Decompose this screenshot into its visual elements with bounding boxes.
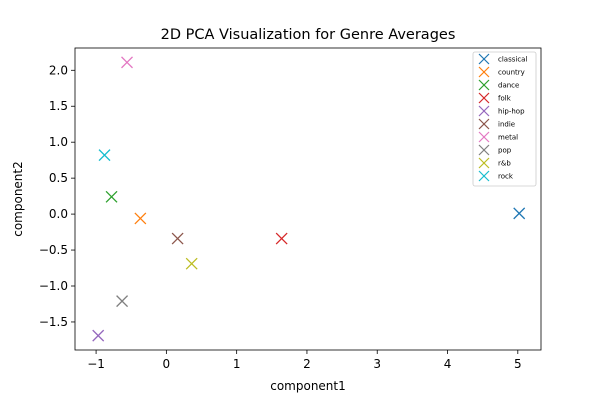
x-marker-stroke [513, 207, 526, 220]
x-marker-stroke [185, 257, 198, 270]
x-axis-label: component1 [270, 379, 346, 393]
legend-entry: rock [478, 170, 514, 182]
legend-entry: metal [478, 131, 518, 143]
legend-marker [478, 170, 490, 182]
data-point-country [134, 212, 147, 225]
legend-label: folk [498, 95, 512, 103]
legend-entry: pop [478, 144, 512, 156]
legend-marker [478, 53, 490, 65]
legend-marker [478, 118, 490, 130]
x-marker-stroke [105, 190, 118, 203]
legend-label: hip-hop [498, 108, 525, 116]
legend-marker [478, 144, 490, 156]
legend-label: r&b [498, 160, 511, 168]
legend-label: indie [498, 121, 515, 129]
legend-marker [478, 105, 490, 117]
legend-entry: hip-hop [478, 105, 525, 117]
legend-box [472, 51, 537, 187]
y-tick-label: 0.5 [49, 171, 68, 185]
data-point-hip-hop [92, 329, 105, 342]
x-tick-label: 5 [514, 357, 522, 371]
chart-title: 2D PCA Visualization for Genre Averages [161, 27, 456, 43]
legend-marker [478, 66, 490, 78]
legend-entry: indie [478, 118, 515, 130]
x-tick-label: 1 [233, 357, 241, 371]
y-tick-label: 1.0 [49, 135, 68, 149]
x-tick-label: 3 [373, 357, 381, 371]
data-point-folk [275, 232, 288, 245]
y-tick-label: −1.5 [39, 315, 68, 329]
legend-entry: country [478, 66, 525, 78]
legend-label: classical [498, 56, 527, 64]
x-marker-stroke [171, 232, 184, 245]
data-point-dance [105, 190, 118, 203]
data-points [92, 56, 526, 342]
x-marker-stroke [134, 212, 147, 225]
y-tick-label: 1.5 [49, 99, 68, 113]
x-tick-label: 4 [444, 357, 452, 371]
x-tick-label: 0 [163, 357, 171, 371]
data-point-metal [121, 56, 133, 69]
data-point-rock [98, 149, 111, 162]
legend-marker [478, 79, 490, 91]
x-marker-stroke [116, 295, 129, 308]
x-marker-stroke [98, 149, 111, 162]
x-tick-label: −1 [87, 357, 105, 371]
plot-area-frame [74, 47, 542, 351]
legend-label: dance [498, 82, 519, 90]
x-marker-stroke [121, 56, 133, 69]
data-point-pop [116, 295, 129, 308]
x-tick-label: 2 [303, 357, 311, 371]
legend-entry: r&b [478, 157, 511, 169]
legend: classical country dance folk hip-hop indie met… [472, 51, 537, 187]
legend-marker [478, 131, 490, 143]
legend-entry: classical [478, 53, 527, 65]
x-marker-stroke [92, 329, 105, 342]
legend-label: country [498, 69, 525, 77]
data-point-classical [513, 207, 526, 220]
data-point-r-b [185, 257, 198, 270]
legend-entry: dance [478, 79, 519, 91]
legend-label: rock [498, 173, 514, 181]
legend-label: metal [498, 134, 518, 142]
data-point-indie [171, 232, 184, 245]
y-tick-label: 2.0 [49, 63, 68, 77]
legend-entry: folk [478, 92, 512, 104]
axis-ticks: −1 0 1 2 3 4 5 −1.5 −1.0 −0.5 0.0 0.5 1.0 1.5 2.0 [39, 63, 522, 371]
x-marker-stroke [275, 232, 288, 245]
y-tick-label: 0.0 [49, 207, 68, 221]
y-axis-label: component2 [11, 161, 25, 237]
legend-marker [478, 157, 490, 169]
legend-marker [478, 92, 490, 104]
y-tick-label: −0.5 [39, 243, 68, 257]
y-tick-label: −1.0 [39, 279, 68, 293]
legend-label: pop [498, 147, 512, 155]
